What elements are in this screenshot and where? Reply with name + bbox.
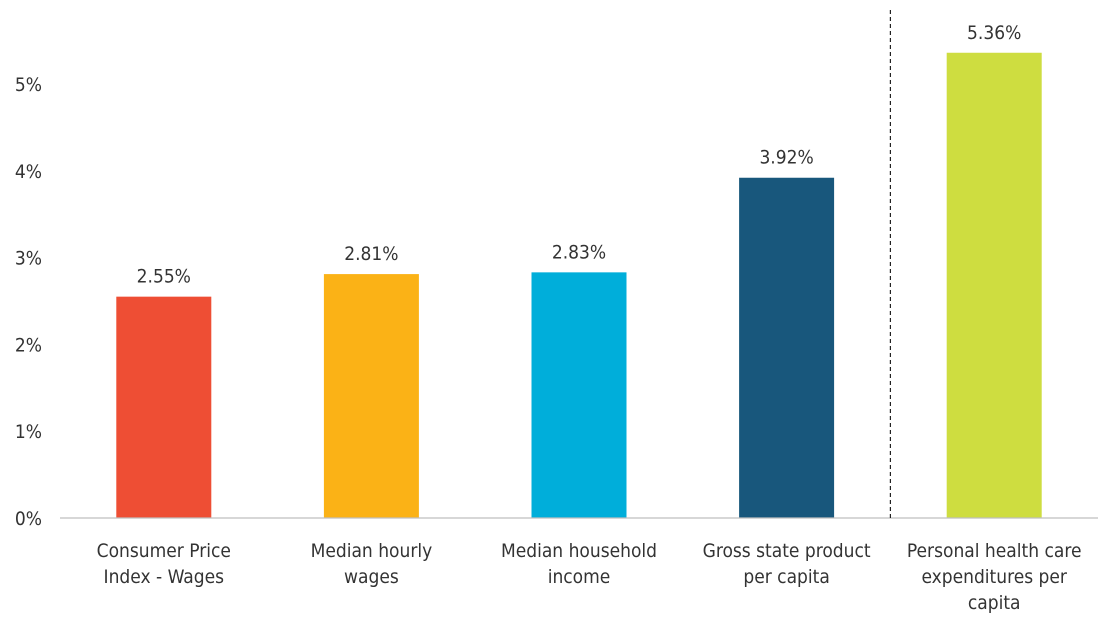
x-tick-label-line: expenditures per — [921, 566, 1067, 588]
x-axis-labels: Consumer Price Index - Wages Median hourly… — [97, 540, 1082, 614]
x-tick-label-line: Median hourly — [311, 540, 433, 562]
bar-value-label: 2.83% — [552, 241, 606, 263]
y-tick-label: 1% — [15, 421, 42, 443]
bar-value-label: 2.81% — [344, 243, 398, 265]
bar-value-label: 5.36% — [967, 22, 1021, 44]
x-tick-label: Median hourly wages — [311, 540, 433, 588]
y-tick-label: 4% — [15, 161, 42, 183]
bar — [323, 274, 419, 518]
x-tick-label-line: wages — [344, 566, 399, 588]
x-tick-label-line: Gross state product — [703, 540, 871, 562]
x-tick-label: Gross state product per capita — [703, 540, 871, 588]
bar — [116, 296, 212, 518]
bar-value-label: 2.55% — [137, 266, 191, 288]
x-tick-label-line: Median household — [501, 540, 657, 562]
bar — [739, 177, 835, 518]
x-tick-label-line: Index - Wages — [104, 566, 225, 588]
x-tick-label: Personal health care expenditures per capi… — [907, 540, 1082, 614]
x-tick-label-line: Personal health care — [907, 540, 1082, 562]
bars — [116, 52, 1042, 518]
x-tick-label: Consumer Price Index - Wages — [97, 540, 231, 588]
x-tick-label-line: income — [548, 566, 611, 588]
x-tick-label-line: per capita — [743, 566, 829, 588]
x-tick-label-line: capita — [968, 592, 1021, 614]
y-tick-label: 0% — [15, 508, 42, 530]
bar — [531, 272, 627, 518]
y-tick-label: 3% — [15, 248, 42, 270]
y-tick-label: 5% — [15, 74, 42, 96]
y-tick-label: 2% — [15, 334, 42, 356]
x-tick-label: Median household income — [501, 540, 657, 588]
bar-value-label: 3.92% — [759, 147, 813, 169]
data-labels: 2.55% 2.81% 2.83% 3.92% 5.36% — [137, 22, 1022, 288]
bar — [946, 52, 1042, 518]
x-tick-label-line: Consumer Price — [97, 540, 231, 562]
y-axis: 0% 1% 2% 3% 4% 5% — [15, 74, 42, 530]
